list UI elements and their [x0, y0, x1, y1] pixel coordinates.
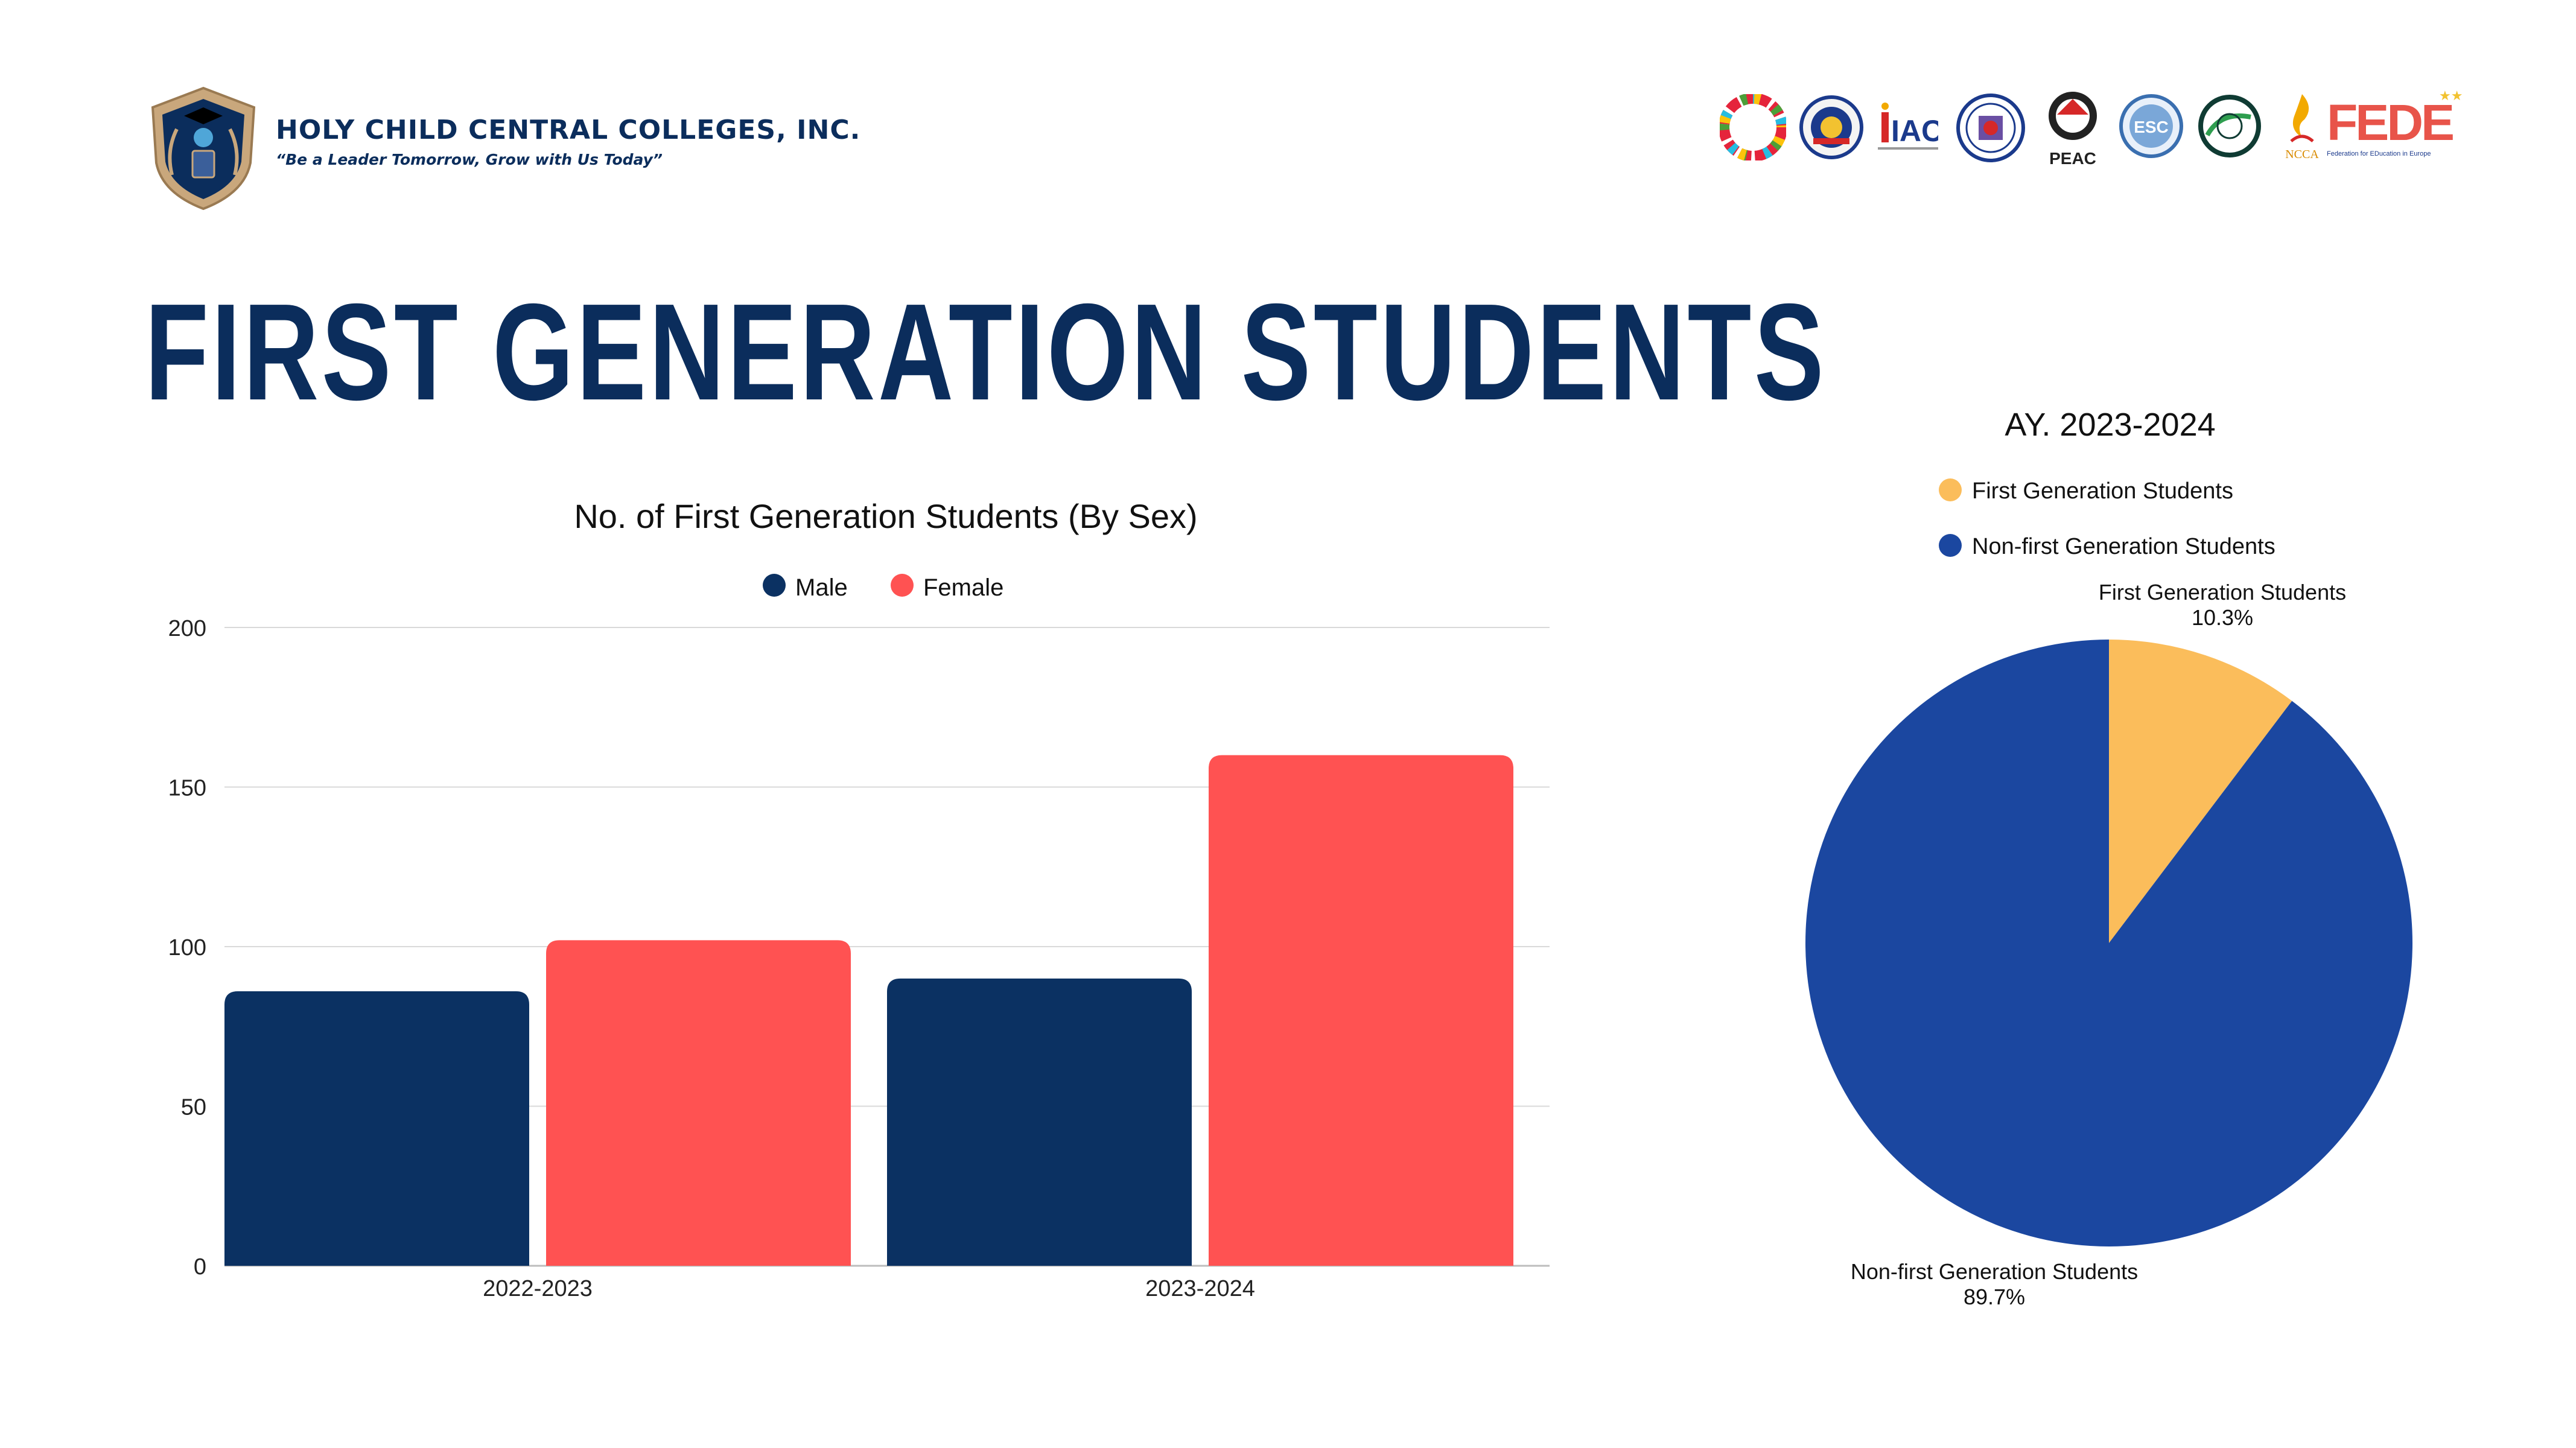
pie-legend-marker [1939, 534, 1962, 557]
page-title: FIRST GENERATION STUDENTS [145, 276, 1827, 429]
bar-chart-title: No. of First Generation Students (By Sex… [574, 497, 1197, 535]
pie-legend-label: First Generation Students [1972, 478, 2233, 504]
pie-slice-label: First Generation Students [2099, 580, 2346, 605]
fede-logo-text: FEDE [2327, 94, 2453, 151]
peac-logo-icon: PEAC [2049, 92, 2097, 168]
pie-slice [1805, 640, 2412, 1246]
pie-slice-label: Non-first Generation Students [1851, 1259, 2138, 1284]
bar-male-2023-2024 [887, 978, 1192, 1266]
y-tick-label: 100 [168, 935, 206, 961]
y-tick-label: 0 [194, 1254, 206, 1280]
partner-logos: IAC PEAC ESC NCCA FEDE Federation for ED… [1720, 84, 2462, 175]
ncca-logo-text: NCCA [2285, 148, 2319, 161]
school-motto: “Be a Leader Tomorrow, Grow with Us Toda… [276, 151, 663, 168]
deped-seal-icon [1956, 94, 2025, 162]
bar-chart: No. of First Generation Students (By Sex… [168, 497, 1550, 1301]
y-tick-label: 200 [168, 616, 206, 641]
pie-slice [2109, 640, 2292, 943]
school-crest-icon [151, 86, 256, 211]
y-tick-label: 50 [181, 1095, 206, 1120]
esc-logo-text: ESC [2134, 118, 2169, 136]
peac-logo-text: PEAC [2049, 149, 2096, 168]
bar-male-2022-2023 [224, 991, 529, 1266]
legend-marker-male [763, 574, 786, 597]
iac-logo-text: IAC [1891, 114, 1938, 148]
pie-legend-marker [1939, 478, 1962, 501]
pie-chart-title: AY. 2023-2024 [2005, 407, 2215, 443]
fede-logo-icon: FEDE Federation for EDucation in Europe … [2327, 89, 2462, 157]
x-tick-label: 2023-2024 [1145, 1276, 1255, 1301]
bar-female-2022-2023 [546, 940, 851, 1266]
legend-marker-female [891, 574, 914, 597]
pie-legend-label: Non-first Generation Students [1972, 534, 2275, 559]
legend-label-male: Male [795, 574, 848, 601]
fede-logo-subtext: Federation for EDucation in Europe [2327, 150, 2431, 157]
x-tick-label: 2022-2023 [483, 1276, 593, 1301]
eco-council-icon [2198, 95, 2261, 157]
legend-label-female: Female [923, 574, 1003, 601]
bar-female-2023-2024 [1209, 755, 1513, 1266]
pie-slice-percent: 10.3% [2192, 605, 2253, 630]
school-name: HOLY CHILD CENTRAL COLLEGES, INC. [276, 115, 861, 145]
svg-text:★★: ★★ [2439, 89, 2462, 104]
seal-icon [1799, 95, 1863, 159]
ncca-logo-icon: NCCA [2285, 94, 2319, 161]
iac-logo-icon: IAC [1878, 103, 1938, 150]
sdg-wheel-icon [1720, 94, 1786, 160]
esc-logo-icon: ESC [2119, 94, 2183, 158]
pie-slice-percent: 89.7% [1964, 1284, 2025, 1309]
y-tick-label: 150 [168, 776, 206, 801]
